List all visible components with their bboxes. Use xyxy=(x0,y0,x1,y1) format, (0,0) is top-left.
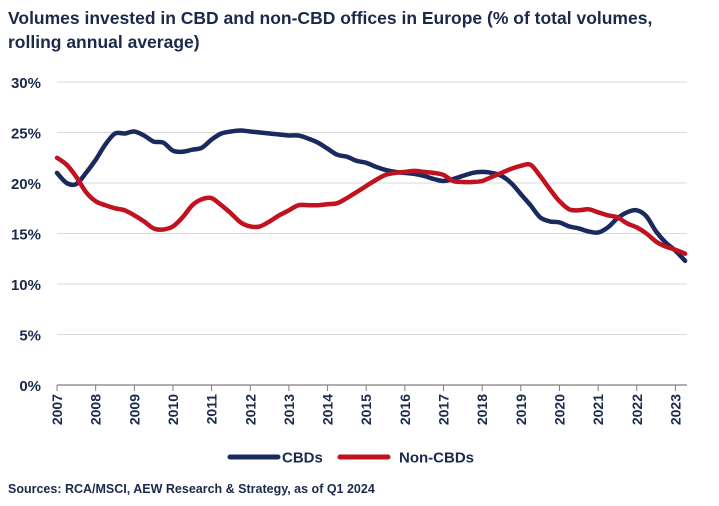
series-line-non-cbds xyxy=(54,155,688,256)
x-tick-label: 2013 xyxy=(281,394,297,425)
x-tick-label: 2012 xyxy=(242,394,258,425)
y-tick-label: 30% xyxy=(11,75,41,92)
y-tick-label: 25% xyxy=(11,126,41,143)
series-line-cbds xyxy=(54,128,688,264)
y-axis-tick-labels: 0% 5% 10% 15% 20% 25% 30% xyxy=(11,75,41,395)
source-note: Sources: RCA/MSCI, AEW Research & Strate… xyxy=(8,482,375,496)
x-tick-label: 2021 xyxy=(590,394,606,425)
x-tick-label: 2014 xyxy=(320,394,336,425)
chart-title: Volumes invested in CBD and non-CBD offi… xyxy=(8,8,653,52)
x-tick-label: 2010 xyxy=(165,394,181,425)
x-tick-label: 2009 xyxy=(126,394,142,425)
x-tick-label: 2017 xyxy=(436,394,452,425)
x-tick-label: 2011 xyxy=(204,394,220,425)
x-tick-label: 2022 xyxy=(629,394,645,425)
x-tick-label: 2018 xyxy=(474,394,490,425)
x-tick-label: 2019 xyxy=(513,394,529,425)
x-tick-label: 2008 xyxy=(88,394,104,425)
grid-lines xyxy=(57,81,687,335)
x-tick-label: 2007 xyxy=(49,394,65,425)
x-tick-label: 2023 xyxy=(667,394,683,425)
y-tick-label: 20% xyxy=(11,176,41,193)
x-tick-label: 2016 xyxy=(397,394,413,425)
x-axis: 2007 2008 2009 2010 2011 2012 2013 2014 2015 2016… xyxy=(49,384,687,425)
x-tick-label: 2015 xyxy=(358,394,374,425)
y-tick-label: 10% xyxy=(11,277,41,294)
legend-label: CBDs xyxy=(282,450,323,467)
y-tick-label: 0% xyxy=(19,378,41,395)
x-tick-label: 2020 xyxy=(551,394,567,425)
legend-label: Non-CBDs xyxy=(399,450,474,467)
series-lines xyxy=(54,128,688,264)
y-tick-label: 15% xyxy=(11,227,41,244)
legend: CBDs Non-CBDs xyxy=(227,450,474,467)
y-tick-label: 5% xyxy=(19,328,41,345)
